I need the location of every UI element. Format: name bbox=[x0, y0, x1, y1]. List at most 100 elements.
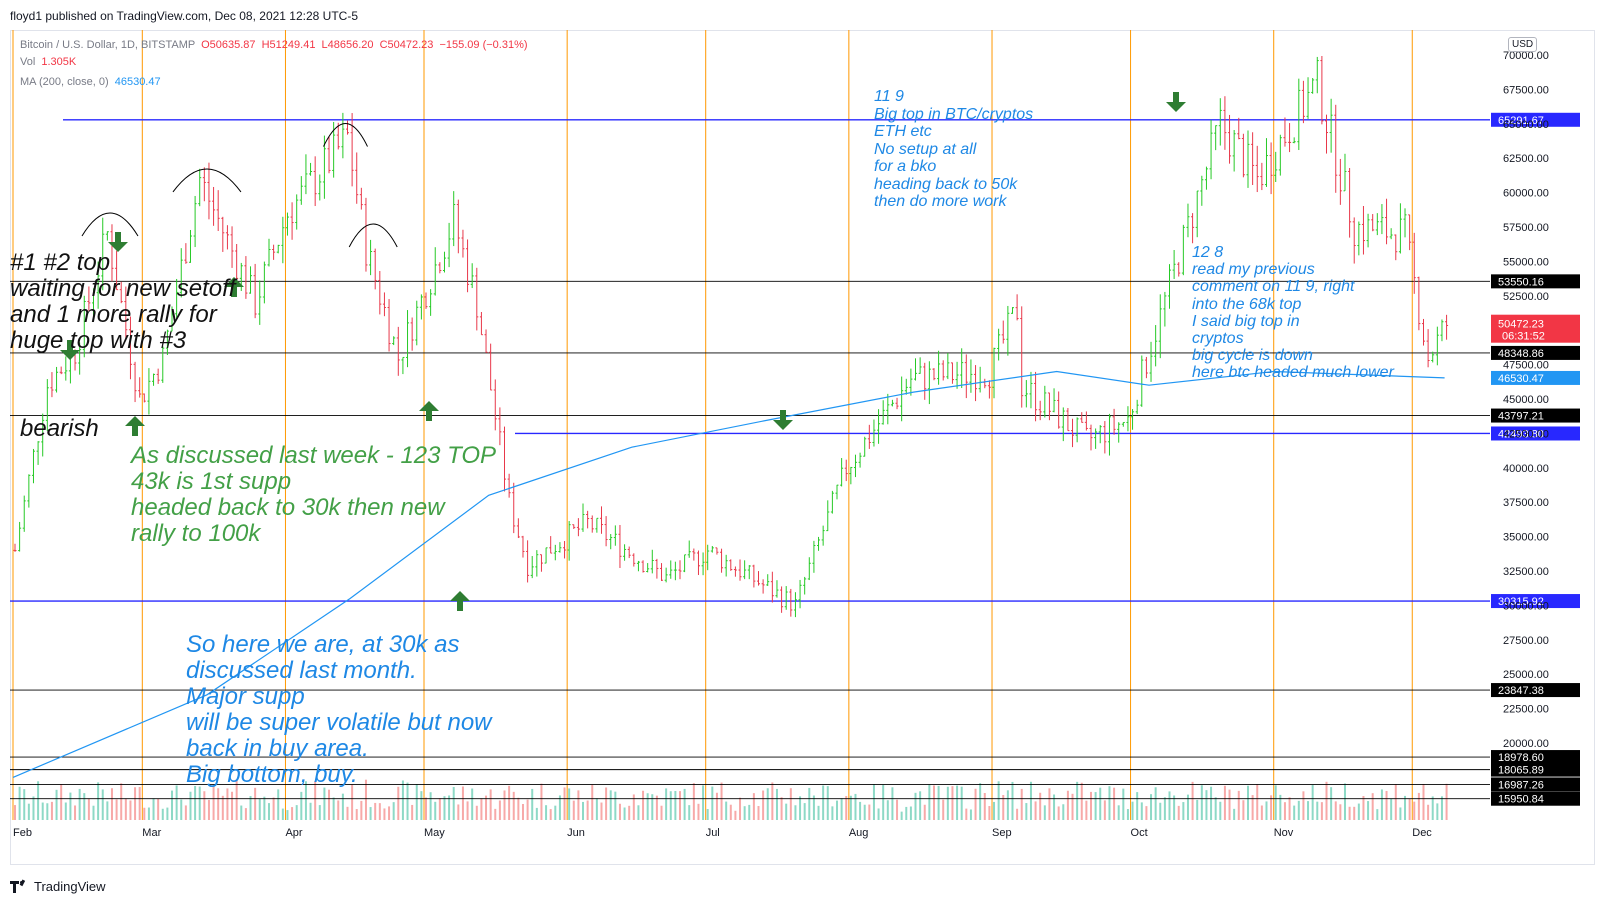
last-price-label: 50472.23 bbox=[1498, 319, 1544, 331]
volume-bar bbox=[1186, 794, 1189, 820]
y-axis-tick-label: 32500.00 bbox=[1503, 566, 1549, 578]
annotation-cycle-down: 12 8 read my previous comment on 11 9, r… bbox=[1192, 244, 1394, 382]
volume-bar bbox=[425, 797, 428, 820]
volume-bar bbox=[1399, 807, 1402, 820]
volume-bar bbox=[157, 798, 160, 820]
volume-bar bbox=[748, 804, 751, 820]
volume-bar bbox=[231, 791, 234, 820]
y-axis-tick-label: 35000.00 bbox=[1503, 532, 1549, 544]
volume-bar bbox=[147, 807, 150, 820]
y-axis-tick-label: 57500.00 bbox=[1503, 222, 1549, 234]
volume-bar bbox=[244, 808, 247, 820]
bar-countdown-label: 06:31:52 bbox=[1502, 331, 1545, 343]
volume-bar bbox=[83, 793, 86, 820]
volume-bar bbox=[669, 791, 672, 820]
volume-bar bbox=[18, 786, 21, 820]
volume-bar bbox=[877, 808, 880, 820]
volume-bar bbox=[882, 784, 885, 820]
volume-bar bbox=[171, 790, 174, 820]
volume-bar bbox=[1214, 797, 1217, 820]
volume-bar bbox=[623, 807, 626, 820]
volume-bar bbox=[1177, 805, 1180, 820]
legend-close: C50472.23 bbox=[379, 39, 434, 51]
volume-bar bbox=[1002, 795, 1005, 820]
volume-bar bbox=[143, 807, 146, 820]
volume-bar bbox=[369, 807, 372, 820]
legend-open: O50635.87 bbox=[201, 39, 256, 51]
volume-bar bbox=[1228, 789, 1231, 820]
volume-bar bbox=[461, 786, 464, 820]
volume-bar bbox=[535, 807, 538, 820]
volume-bar bbox=[872, 784, 875, 820]
footer-brand-label: TradingView bbox=[34, 879, 106, 894]
volume-bar bbox=[341, 793, 344, 820]
volume-bar bbox=[1140, 802, 1143, 820]
volume-bar bbox=[729, 804, 732, 820]
annotation-30k-bottom: So here we are, at 30k as discussed last… bbox=[186, 631, 492, 788]
volume-bar bbox=[378, 803, 381, 820]
volume-bar bbox=[415, 783, 418, 820]
month-tick-label: Oct bbox=[1131, 827, 1148, 839]
arrow-down-icon bbox=[1166, 92, 1186, 112]
volume-bar bbox=[1436, 803, 1439, 820]
volume-bar bbox=[993, 801, 996, 820]
level-price-label: 15950.84 bbox=[1498, 794, 1544, 806]
y-axis-tick-label: 62500.00 bbox=[1503, 153, 1549, 165]
currency-button[interactable]: USD bbox=[1508, 37, 1538, 52]
volume-bar bbox=[642, 790, 645, 820]
volume-bar bbox=[891, 787, 894, 820]
volume-bar bbox=[281, 808, 284, 820]
volume-bar bbox=[618, 803, 621, 820]
volume-bar bbox=[655, 795, 658, 820]
volume-bar bbox=[277, 789, 280, 820]
volume-bar bbox=[803, 803, 806, 820]
volume-bar bbox=[545, 805, 548, 820]
y-axis-tick-label: 37500.00 bbox=[1503, 497, 1549, 509]
volume-bar bbox=[1376, 809, 1379, 820]
volume-bar bbox=[207, 799, 210, 820]
volume-bar bbox=[517, 797, 520, 820]
volume-bar bbox=[1136, 792, 1139, 820]
level-price-label: 48348.86 bbox=[1498, 348, 1544, 360]
volume-bar bbox=[711, 786, 714, 820]
footer-brand[interactable]: TradingView bbox=[10, 878, 106, 894]
volume-bar bbox=[1394, 784, 1397, 820]
volume-bar bbox=[1288, 797, 1291, 820]
volume-bar bbox=[812, 795, 815, 820]
volume-bar bbox=[300, 791, 303, 820]
legend-vol-value: 1.305K bbox=[41, 56, 77, 68]
volume-bar bbox=[1205, 790, 1208, 820]
volume-bar bbox=[397, 786, 400, 820]
volume-bar bbox=[600, 802, 603, 820]
volume-bar bbox=[1126, 809, 1129, 820]
volume-bar bbox=[304, 781, 307, 820]
volume-bar bbox=[905, 806, 908, 820]
volume-bar bbox=[106, 801, 109, 820]
volume-bar bbox=[383, 808, 386, 820]
volume-bar bbox=[896, 799, 899, 820]
volume-bar bbox=[1260, 805, 1263, 820]
volume-bar bbox=[267, 803, 270, 820]
y-axis-tick-label: 27500.00 bbox=[1503, 635, 1549, 647]
volume-bar bbox=[1016, 808, 1019, 820]
volume-bar bbox=[909, 806, 912, 820]
volume-bar bbox=[1311, 785, 1314, 820]
volume-bar bbox=[55, 789, 58, 820]
volume-bar bbox=[1099, 787, 1102, 820]
level-price-badge bbox=[1491, 762, 1580, 777]
level-price-badge bbox=[1491, 777, 1580, 792]
level-price-badge bbox=[1491, 408, 1580, 423]
level-price-badge bbox=[1491, 112, 1580, 127]
y-axis-tick-label: 70000.00 bbox=[1503, 50, 1549, 62]
volume-bar bbox=[489, 789, 492, 820]
volume-bar bbox=[614, 791, 617, 820]
legend-volume: Vol 1.305K bbox=[20, 56, 76, 68]
volume-bar bbox=[1320, 802, 1323, 820]
volume-bar bbox=[1413, 801, 1416, 820]
volume-bar bbox=[808, 787, 811, 820]
volume-bar bbox=[314, 780, 317, 820]
volume-bar bbox=[863, 804, 866, 820]
price-chart[interactable]: 65291.67 53550.16 48348.86 43797.21 42493.80… bbox=[10, 30, 1595, 865]
volume-bar bbox=[355, 809, 358, 820]
volume-bar bbox=[443, 796, 446, 820]
